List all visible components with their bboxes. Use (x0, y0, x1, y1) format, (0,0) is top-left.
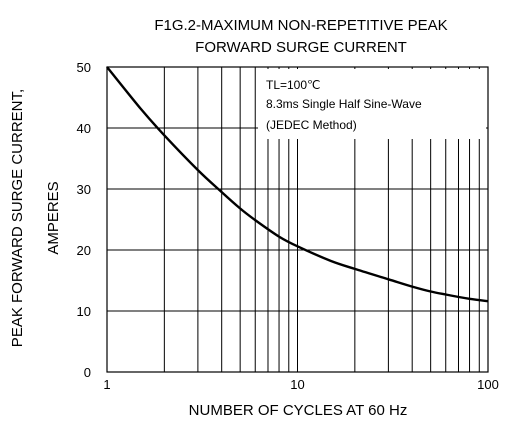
annotation-box (258, 69, 486, 139)
chart-title-line-2: FORWARD SURGE CURRENT (195, 39, 407, 56)
y-tick-label: 50 (77, 60, 91, 75)
y-axis-label-line-1: PEAK FORWARD SURGE CURRENT, (9, 89, 26, 347)
annotation-line-2: 8.3ms Single Half Sine-Wave (266, 97, 422, 111)
x-axis-label: NUMBER OF CYCLES AT 60 Hz (189, 402, 408, 419)
x-tick-label: 100 (477, 377, 499, 392)
x-tick-label: 10 (290, 377, 304, 392)
annotation-line-1: TL=100℃ (266, 78, 321, 92)
y-tick-label: 0 (84, 365, 91, 380)
chart-title-line-1: F1G.2-MAXIMUM NON-REPETITIVE PEAK (154, 17, 447, 34)
y-tick-label: 40 (77, 121, 91, 136)
annotation: TL=100℃ 8.3ms Single Half Sine-Wave (JED… (266, 78, 422, 132)
annotation-line-3: (JEDEC Method) (266, 118, 357, 132)
y-tick-label: 10 (77, 304, 91, 319)
surge-current-curve (106, 66, 489, 303)
y-axis-label-line-2: AMPERES (45, 181, 62, 254)
x-tick-label: 1 (103, 377, 110, 392)
y-tick-label: 30 (77, 182, 91, 197)
y-axis-label: PEAK FORWARD SURGE CURRENT, AMPERES (9, 89, 62, 347)
y-tick-label: 20 (77, 243, 91, 258)
plot-frame (106, 66, 489, 373)
chart-title: F1G.2-MAXIMUM NON-REPETITIVE PEAK FORWAR… (154, 17, 447, 56)
tick-labels: 0 10 20 30 40 50 1 10 100 (77, 60, 499, 392)
